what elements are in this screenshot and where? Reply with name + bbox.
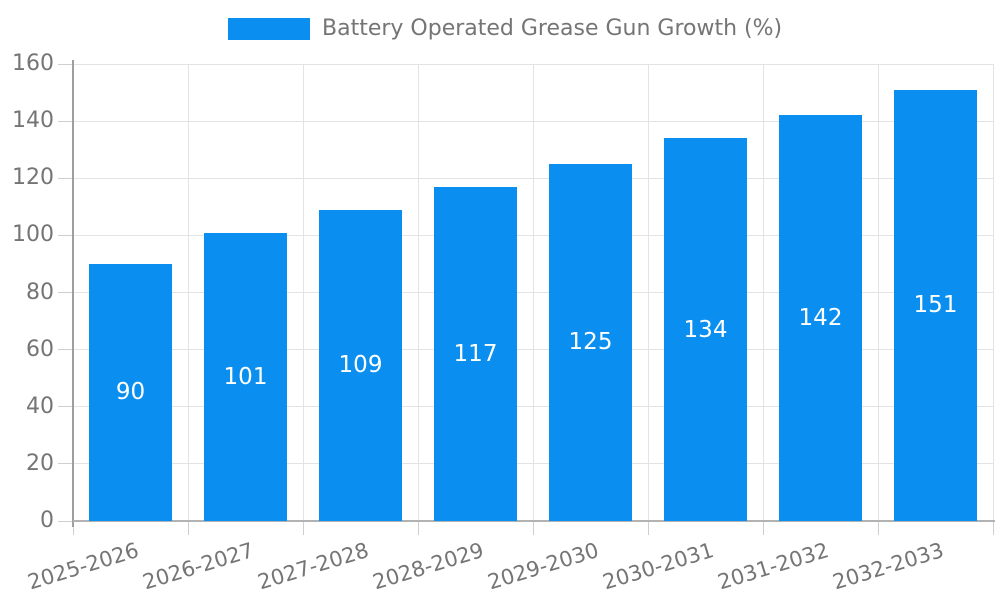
- bar: [204, 232, 287, 521]
- x-axis-tick: [992, 521, 994, 535]
- legend: Battery Operated Grease Gun Growth (%): [228, 16, 782, 41]
- x-axis-tick: [647, 521, 649, 535]
- y-axis-tick: [58, 349, 72, 351]
- y-tick-label: 60: [26, 336, 54, 362]
- x-axis-tick: [417, 521, 419, 535]
- x-tick-label: 2025-2026: [25, 538, 142, 595]
- y-tick-label: 160: [12, 51, 54, 76]
- x-axis-line: [73, 520, 995, 522]
- x-axis-tick: [72, 521, 74, 535]
- y-axis-tick: [58, 177, 72, 179]
- y-tick-label: 80: [26, 279, 54, 305]
- bar: [779, 115, 862, 521]
- x-axis-tick: [877, 521, 879, 535]
- y-axis-tick: [58, 120, 72, 122]
- bar-value-label: 151: [913, 292, 958, 319]
- bar-value-label: 101: [223, 363, 268, 390]
- x-tick-label: 2029-2030: [485, 538, 602, 595]
- legend-label: Battery Operated Grease Gun Growth (%): [322, 16, 783, 41]
- gridline-vertical: [302, 64, 304, 521]
- y-axis-tick: [58, 63, 72, 65]
- y-axis-tick: [58, 406, 72, 408]
- y-tick-label: 40: [26, 393, 54, 419]
- x-tick-label: 2032-2033: [830, 538, 947, 595]
- gridline-vertical: [992, 64, 994, 521]
- bar: [89, 263, 172, 521]
- x-tick-label: 2031-2032: [715, 538, 832, 595]
- bar: [664, 138, 747, 521]
- bar: [319, 209, 402, 521]
- y-tick-label: 20: [26, 450, 54, 476]
- y-tick-label: 140: [12, 108, 54, 134]
- bar: [549, 163, 632, 521]
- gridline-vertical: [187, 64, 189, 521]
- x-axis-tick: [302, 521, 304, 535]
- bar-value-label: 90: [115, 379, 146, 406]
- y-tick-label: 120: [12, 165, 54, 191]
- x-axis-tick: [762, 521, 764, 535]
- x-tick-label: 2030-2031: [600, 538, 717, 595]
- bar-value-label: 125: [568, 329, 613, 356]
- x-axis-tick: [532, 521, 534, 535]
- bar-value-label: 134: [683, 316, 728, 343]
- y-axis-tick: [58, 292, 72, 293]
- bar-value-label: 117: [453, 340, 498, 367]
- x-tick-label: 2026-2027: [140, 538, 257, 595]
- y-axis-tick: [58, 234, 72, 236]
- gridline-vertical: [417, 64, 419, 521]
- gridline-vertical: [762, 64, 764, 521]
- gridline-vertical: [647, 64, 649, 521]
- y-tick-label: 0: [40, 508, 54, 533]
- gridline-vertical: [877, 64, 879, 521]
- x-tick-label: 2028-2029: [370, 538, 487, 595]
- gridline-vertical: [532, 64, 534, 521]
- bar-value-label: 109: [338, 352, 383, 379]
- y-axis-tick: [58, 463, 72, 465]
- x-tick-label: 2027-2028: [255, 538, 372, 595]
- x-axis-tick: [187, 521, 189, 535]
- bar: [434, 186, 517, 521]
- bar-value-label: 142: [798, 305, 843, 332]
- legend-swatch: [228, 17, 310, 40]
- y-axis-tick: [58, 520, 72, 522]
- bar: [894, 89, 977, 521]
- y-tick-label: 100: [12, 222, 54, 248]
- y-axis-line: [72, 60, 74, 527]
